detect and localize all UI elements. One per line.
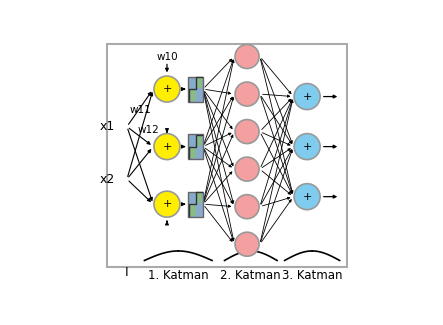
Circle shape	[154, 191, 180, 217]
Text: x2: x2	[99, 173, 114, 186]
Circle shape	[235, 232, 259, 256]
Circle shape	[154, 76, 180, 102]
Bar	[189, 147, 196, 158]
Circle shape	[235, 120, 259, 144]
Circle shape	[294, 84, 320, 110]
Bar	[196, 192, 202, 203]
Text: 3. Katman: 3. Katman	[282, 269, 342, 282]
Circle shape	[294, 184, 320, 210]
Text: +: +	[303, 142, 312, 151]
Circle shape	[235, 82, 259, 106]
Bar	[196, 135, 202, 146]
Text: I: I	[125, 266, 129, 280]
Text: 1. Katman: 1. Katman	[148, 269, 209, 282]
Text: +: +	[162, 199, 172, 209]
Bar	[189, 134, 203, 159]
Text: +: +	[303, 192, 312, 202]
Text: +: +	[162, 142, 172, 151]
Text: +: +	[162, 84, 172, 94]
Circle shape	[294, 134, 320, 160]
Text: +: +	[303, 92, 312, 101]
Text: w10: w10	[156, 52, 178, 61]
Bar	[189, 89, 196, 101]
Circle shape	[235, 195, 259, 219]
Bar	[189, 76, 203, 101]
Text: 2. Katman: 2. Katman	[221, 269, 281, 282]
Circle shape	[235, 45, 259, 69]
Bar	[196, 77, 202, 88]
Circle shape	[154, 134, 180, 160]
Text: w12: w12	[137, 125, 159, 135]
FancyBboxPatch shape	[107, 44, 347, 267]
Text: x1: x1	[99, 120, 114, 133]
Bar	[189, 204, 196, 216]
Text: w11: w11	[130, 105, 152, 115]
Circle shape	[235, 157, 259, 181]
Bar	[189, 192, 203, 217]
